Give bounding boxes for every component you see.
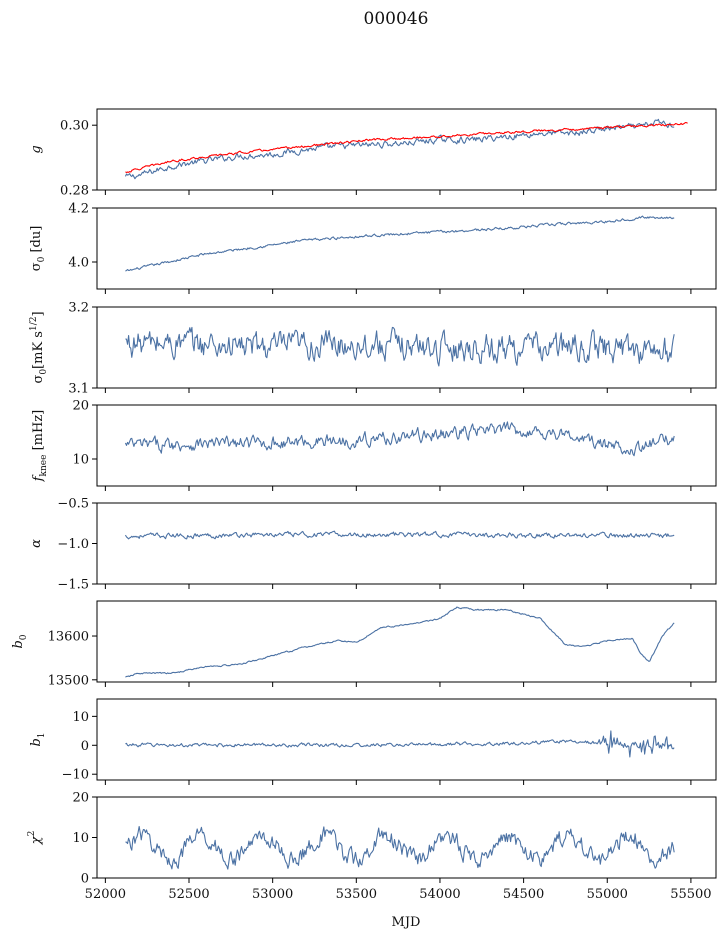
y-tick-label-sigma0_du-1: 4.2 bbox=[68, 202, 89, 217]
y-axis-label-sigma0_du: σ0 [du] bbox=[29, 226, 47, 272]
x-tick-label-1: 52500 bbox=[168, 887, 209, 902]
y-tick-label-fknee-0: 10 bbox=[72, 453, 89, 468]
y-axis-label-alpha: α bbox=[29, 539, 44, 548]
y-tick-label-chi2-2: 20 bbox=[72, 791, 89, 806]
panel-sigma0_du: 4.0 4.2 σ0 [du] bbox=[29, 202, 717, 294]
y-tick-label-b0-0: 13500 bbox=[48, 673, 89, 688]
x-axis-label: MJD bbox=[392, 915, 421, 930]
series-fknee-data bbox=[124, 421, 675, 457]
figure-title: 000046 bbox=[364, 9, 429, 29]
panel-fknee: 10 20 fknee [mHz] bbox=[31, 399, 717, 491]
series-sigma0_mk-data bbox=[125, 326, 675, 367]
x-tick-label-6: 55000 bbox=[587, 887, 628, 902]
y-axis-label-b1: b1 bbox=[29, 732, 47, 746]
y-axis-label-fknee: fknee [mHz] bbox=[31, 410, 49, 483]
y-axis-label-g: g bbox=[29, 145, 44, 153]
x-tick-label-0: 52000 bbox=[85, 887, 126, 902]
panel-b1: −10 0 10 b1 bbox=[29, 698, 717, 785]
series-b0-data bbox=[125, 606, 675, 678]
y-tick-label-b1-2: 10 bbox=[72, 710, 89, 725]
y-tick-label-sigma0_mk-1: 3.2 bbox=[68, 301, 89, 316]
x-tick-label-7: 55500 bbox=[670, 887, 711, 902]
series-alpha-data bbox=[124, 530, 675, 540]
series-chi2-data bbox=[125, 825, 675, 870]
axes-frame-fknee bbox=[96, 404, 717, 487]
y-tick-label-alpha-1: −1.0 bbox=[57, 537, 89, 552]
panel-chi2: 0 10 20 52000 52500 53000 53500 54000 54500 55000… bbox=[27, 791, 717, 902]
y-tick-label-alpha-0: −1.5 bbox=[57, 578, 89, 593]
series-sigma0_du-data bbox=[125, 215, 675, 272]
y-tick-label-g-1: 0.30 bbox=[60, 119, 89, 134]
panel-sigma0_mk: 3.1 3.2 σ0[mK s1/2] bbox=[29, 301, 717, 397]
y-tick-label-b0-1: 13600 bbox=[48, 630, 89, 645]
panel-g: 0.28 0.30 g bbox=[29, 108, 717, 199]
x-tick-label-5: 54500 bbox=[503, 887, 544, 902]
axes-frame-g bbox=[96, 108, 717, 191]
panel-b0: 13500 13600 b0 bbox=[11, 600, 717, 688]
panels: 0.28 0.30 g 4.0 4.2 σ0 [du] 3.1 3.2 σ0[mK s1/2] 1… bbox=[11, 108, 717, 902]
y-tick-label-fknee-1: 20 bbox=[72, 399, 89, 414]
y-tick-label-sigma0_mk-0: 3.1 bbox=[68, 382, 89, 397]
y-tick-label-alpha-2: −0.5 bbox=[57, 497, 89, 512]
axes-frame-sigma0_mk bbox=[96, 306, 717, 389]
y-axis-label-b0: b0 bbox=[11, 634, 29, 648]
x-tick-label-3: 53500 bbox=[336, 887, 377, 902]
panel-alpha: −1.5 −1.0 −0.5 α bbox=[29, 497, 717, 593]
y-tick-label-b1-0: −10 bbox=[62, 768, 89, 783]
y-axis-label-chi2: χ2 bbox=[27, 831, 44, 846]
y-tick-label-b1-1: 0 bbox=[81, 739, 89, 754]
y-tick-label-chi2-0: 0 bbox=[81, 872, 89, 887]
y-tick-label-sigma0_du-0: 4.0 bbox=[68, 256, 89, 271]
axes-frame-sigma0_du bbox=[96, 207, 717, 290]
x-tick-label-4: 54000 bbox=[419, 887, 460, 902]
axes-frame-b0 bbox=[96, 600, 717, 683]
y-tick-label-g-0: 0.28 bbox=[60, 184, 89, 199]
y-axis-label-sigma0_mk: σ0[mK s1/2] bbox=[29, 311, 49, 383]
axes-frame-alpha bbox=[96, 502, 717, 585]
series-g-data bbox=[124, 118, 675, 180]
series-g-fit bbox=[125, 121, 688, 173]
axes-frame-b1 bbox=[96, 698, 717, 781]
x-tick-label-2: 53000 bbox=[252, 887, 293, 902]
series-b1-data bbox=[125, 730, 675, 758]
y-tick-label-chi2-1: 10 bbox=[72, 831, 89, 846]
